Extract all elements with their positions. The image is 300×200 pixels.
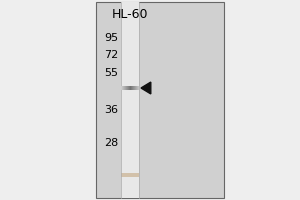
Bar (131, 86, 132, 90)
Polygon shape (141, 82, 151, 94)
Bar (121, 2, 139, 198)
Bar (123, 86, 124, 90)
Bar (122, 86, 123, 90)
Bar (132, 86, 133, 90)
Bar (126, 86, 127, 90)
Bar (124, 86, 125, 90)
Text: 72: 72 (104, 50, 118, 60)
Bar (136, 86, 137, 90)
Bar (135, 86, 136, 90)
Bar (129, 86, 130, 90)
Bar (127, 86, 128, 90)
Bar (128, 86, 129, 90)
Bar (137, 86, 138, 90)
Text: 28: 28 (104, 138, 118, 148)
Bar (133, 86, 134, 90)
Bar (121, 173, 139, 177)
Text: HL-60: HL-60 (112, 8, 148, 21)
Bar (96, 2, 224, 198)
Text: 36: 36 (104, 105, 118, 115)
Text: 55: 55 (104, 68, 118, 78)
Text: 95: 95 (104, 33, 118, 43)
Bar (121, 86, 122, 90)
Bar (138, 86, 139, 90)
Bar (130, 86, 131, 90)
Bar (134, 86, 135, 90)
Bar (125, 86, 126, 90)
